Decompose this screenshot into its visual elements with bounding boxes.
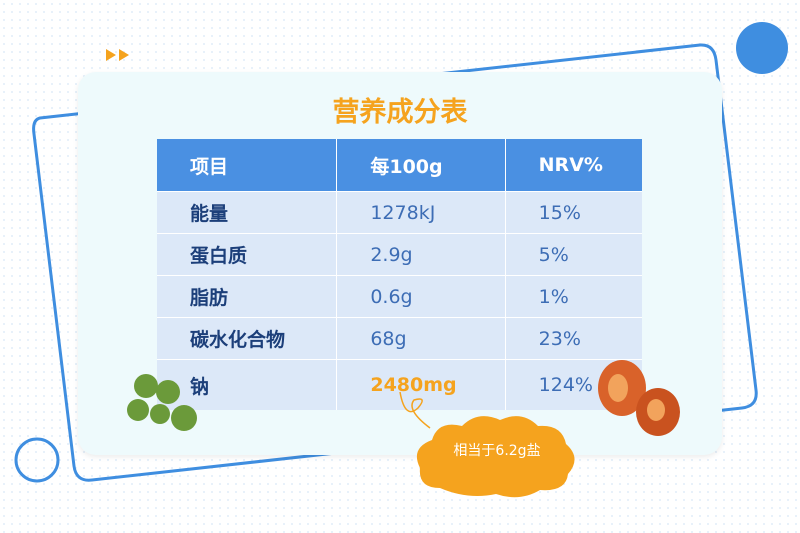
- cell: 5%: [504, 233, 642, 276]
- dot: [736, 22, 788, 74]
- ring: [14, 437, 60, 483]
- cell: 1278kJ: [336, 191, 506, 234]
- header-cell: NRV%: [504, 139, 642, 192]
- header-cell: 项目: [157, 139, 337, 192]
- connector: [399, 391, 431, 429]
- cell: 脂肪: [157, 275, 337, 318]
- cell: 2.9g: [336, 233, 506, 276]
- cloud: [416, 416, 575, 498]
- cell: 23%: [504, 317, 642, 360]
- frame-outline: [32, 43, 758, 482]
- cell: 2480mg: [336, 359, 506, 410]
- annotation: 相当于6.2g盐: [453, 443, 541, 459]
- row: 能量 1278kJ 15%: [157, 191, 642, 234]
- peas: [127, 374, 197, 431]
- cell: 15%: [504, 191, 642, 234]
- row: 脂肪 0.6g 1%: [157, 275, 642, 318]
- row: 碳水化合物 68g 23%: [157, 317, 642, 360]
- title: 营养成分表: [332, 97, 468, 128]
- cell: 蛋白质: [157, 233, 337, 276]
- cell: 能量: [157, 191, 337, 234]
- header-cell: 每100g: [336, 139, 506, 192]
- cell: 碳水化合物: [157, 317, 337, 360]
- row: 蛋白质 2.9g 5%: [157, 233, 642, 276]
- cell: 钠: [157, 359, 337, 410]
- cell: 68g: [336, 317, 506, 360]
- arrows: [106, 49, 129, 61]
- dates: [598, 360, 680, 436]
- cell: 1%: [504, 275, 642, 318]
- cell: 0.6g: [336, 275, 506, 318]
